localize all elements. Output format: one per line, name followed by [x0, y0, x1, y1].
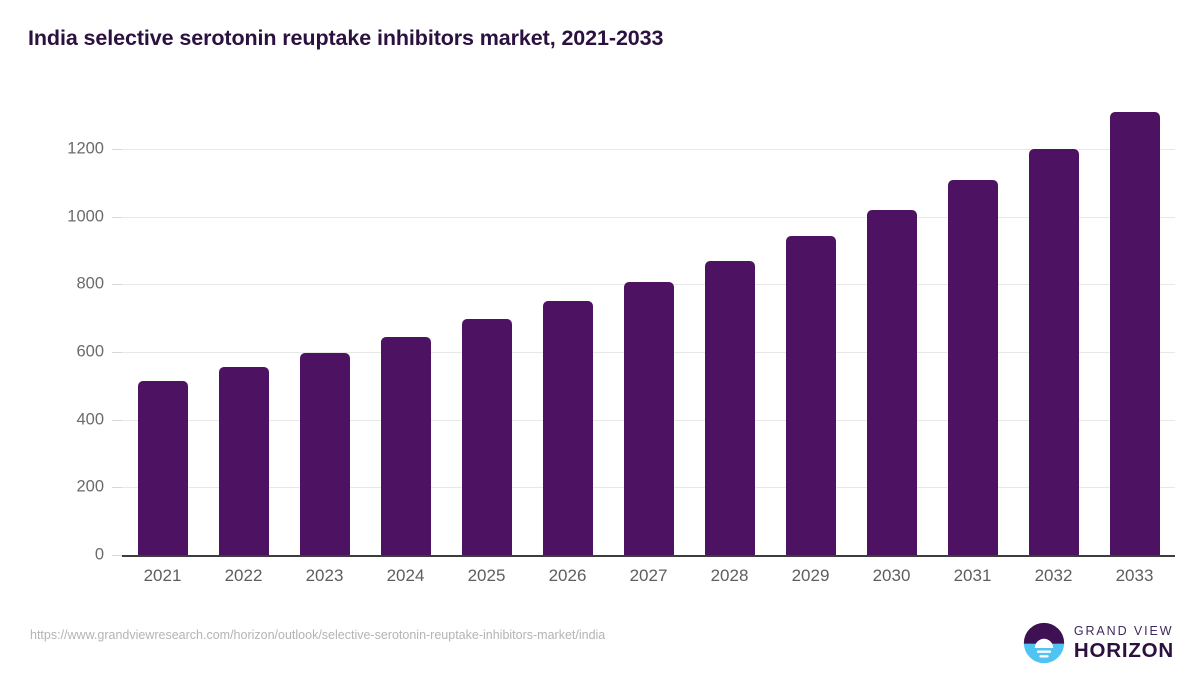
- bar-2025[interactable]: [461, 319, 512, 555]
- y-tick-mark: [112, 216, 122, 218]
- bar-2022[interactable]: [218, 367, 269, 555]
- bar-2021[interactable]: [137, 380, 188, 555]
- bar-2028[interactable]: [704, 261, 755, 555]
- source-url[interactable]: https://www.grandviewresearch.com/horizo…: [30, 628, 606, 642]
- bar-2031[interactable]: [947, 180, 998, 555]
- x-axis-line: [122, 555, 1175, 557]
- brand-logo[interactable]: GRAND VIEW HORIZON: [1023, 622, 1174, 664]
- x-tick-label-2021: 2021: [143, 566, 182, 585]
- x-tick-label-2029: 2029: [791, 566, 830, 585]
- y-axis-ticks: 0 200 400 600 800 1000 1200: [42, 140, 122, 564]
- bar-2029[interactable]: [785, 235, 836, 555]
- y-tick-mark: [112, 419, 122, 421]
- logo-line-grand-view: GRAND VIEW: [1073, 624, 1174, 638]
- x-tick-label-2033: 2033: [1115, 566, 1154, 585]
- gridline: [122, 216, 1175, 218]
- x-tick-label-2027: 2027: [629, 566, 668, 585]
- x-tick-label-2023: 2023: [305, 566, 344, 585]
- y-tick-label: 1200: [67, 139, 104, 158]
- x-tick-label-2030: 2030: [872, 566, 911, 585]
- x-tick-label-2032: 2032: [1034, 566, 1073, 585]
- x-tick-label-2022: 2022: [224, 566, 263, 585]
- grand-view-horizon-logo-icon: [1023, 622, 1065, 664]
- plot-area: [122, 111, 1175, 555]
- bar-2026[interactable]: [542, 301, 593, 555]
- y-tick-label: 0: [94, 545, 104, 564]
- y-tick-mark: [112, 149, 122, 150]
- y-tick-mark: [112, 487, 122, 489]
- y-tick-mark: [112, 352, 122, 353]
- bar-2027[interactable]: [623, 281, 674, 555]
- x-tick-label-2024: 2024: [386, 566, 425, 585]
- gridline: [122, 149, 1175, 150]
- y-tick-label: 800: [76, 274, 104, 293]
- y-tick-mark: [112, 284, 122, 286]
- x-tick-label-2031: 2031: [953, 566, 992, 585]
- y-tick-label: 400: [76, 410, 104, 429]
- bar-2024[interactable]: [380, 337, 431, 555]
- bar-2032[interactable]: [1028, 149, 1079, 555]
- x-axis-ticks: 2021 2022 2023 2024 2025 2026 2027 2028 2029 2030…: [122, 566, 1175, 596]
- logo-text: GRAND VIEW HORIZON: [1074, 625, 1174, 661]
- page-title: India selective serotonin reuptake inhib…: [28, 26, 664, 50]
- bar-2033[interactable]: [1109, 111, 1160, 555]
- x-tick-label-2028: 2028: [710, 566, 749, 585]
- logo-line-horizon: HORIZON: [1073, 638, 1174, 662]
- y-tick-label: 1000: [67, 207, 104, 226]
- y-tick-label: 600: [76, 342, 104, 361]
- y-tick-mark: [112, 555, 122, 556]
- x-tick-label-2026: 2026: [548, 566, 587, 585]
- bar-2030[interactable]: [866, 209, 917, 555]
- x-tick-label-2025: 2025: [467, 566, 506, 585]
- y-tick-label: 200: [76, 477, 104, 496]
- bar-2023[interactable]: [299, 352, 350, 555]
